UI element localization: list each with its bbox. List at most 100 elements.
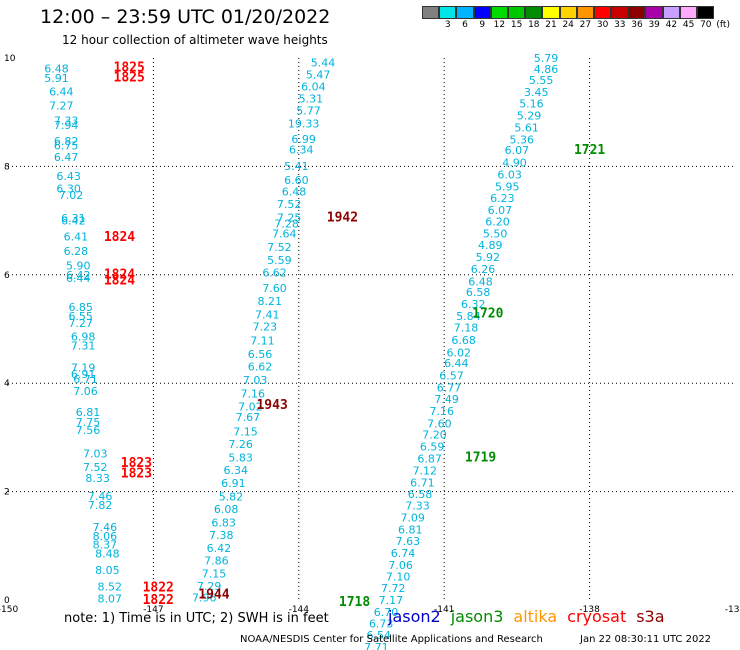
y-tick-label: 4 bbox=[4, 379, 10, 389]
x-tick-label: -138 bbox=[579, 605, 600, 615]
wave-height-value: 5.44 bbox=[311, 56, 336, 69]
wave-height-value: 7.16 bbox=[430, 405, 455, 418]
wave-height-value: 7.10 bbox=[386, 571, 411, 584]
wave-height-value: 8.06 bbox=[93, 530, 118, 543]
wave-height-value: 6.91 bbox=[221, 477, 246, 490]
wave-height-value: 6.54 bbox=[367, 629, 392, 642]
wave-height-value: 7.02 bbox=[238, 401, 263, 414]
wave-height-value: 5.92 bbox=[476, 251, 501, 264]
wave-height-value: 6.31 bbox=[61, 212, 86, 225]
wave-height-value: 6.26 bbox=[471, 263, 496, 276]
wave-height-value: 5.50 bbox=[483, 228, 508, 241]
wave-height-value: 6.70 bbox=[374, 606, 399, 619]
wave-height-value: 5.95 bbox=[495, 180, 520, 193]
pass-time-label: 1824 bbox=[104, 230, 135, 245]
wave-height-value: 6.08 bbox=[214, 503, 239, 516]
wave-height-value: 6.42 bbox=[61, 215, 86, 228]
legend-swatch bbox=[593, 6, 612, 19]
legend-swatch bbox=[490, 6, 508, 19]
wave-height-value: 7.94 bbox=[54, 119, 79, 132]
wave-height-value: 6.57 bbox=[439, 370, 464, 383]
wave-height-value: 5.61 bbox=[514, 121, 539, 134]
wave-height-value: 7.23 bbox=[253, 320, 278, 333]
wave-height-value: 7.06 bbox=[388, 559, 413, 572]
wave-height-value: 6.04 bbox=[301, 81, 326, 94]
wave-height-value: 7.60 bbox=[262, 282, 287, 295]
legend-swatch bbox=[628, 6, 646, 19]
wave-height-value: 6.48 bbox=[468, 275, 493, 288]
wave-height-value: 7.72 bbox=[381, 582, 406, 595]
wave-height-value: 7.64 bbox=[272, 228, 297, 241]
wave-height-value: 5.79 bbox=[534, 52, 559, 65]
generated-timestamp: Jan 22 08:30:11 UTC 2022 bbox=[580, 634, 712, 645]
wave-height-value: 6.48 bbox=[44, 62, 69, 75]
wave-height-value: 8.21 bbox=[257, 295, 282, 308]
wave-height-value: 7.82 bbox=[88, 499, 113, 512]
wave-height-value: 4.86 bbox=[534, 63, 559, 76]
wave-height-value: 6.98 bbox=[71, 331, 96, 344]
wave-height-value: 7.56 bbox=[76, 424, 101, 437]
wave-height-value: 8.52 bbox=[98, 580, 123, 593]
legend-label: 42 bbox=[665, 20, 678, 30]
y-tick-label: 0 bbox=[4, 596, 10, 606]
legend-swatch bbox=[422, 6, 440, 19]
wave-height-value: 7.27 bbox=[68, 317, 93, 330]
wave-height-value: 6.23 bbox=[490, 192, 515, 205]
legend-swatch bbox=[559, 6, 577, 19]
legend-swatch bbox=[645, 6, 663, 19]
wave-height-value: 6.41 bbox=[64, 230, 89, 243]
wave-height-value: 6.62 bbox=[248, 360, 273, 373]
legend-swatch bbox=[456, 6, 474, 19]
wave-height-value: 7.02 bbox=[59, 189, 84, 202]
page-subtitle: 12 hour collection of altimeter wave hei… bbox=[62, 33, 328, 47]
wave-height-value: 5.59 bbox=[267, 254, 292, 267]
wave-height-value: 5.36 bbox=[509, 133, 534, 146]
wave-height-value: 7.63 bbox=[396, 535, 421, 548]
wave-height-value: 6.74 bbox=[391, 547, 416, 560]
legend-label: 30 bbox=[596, 20, 609, 30]
pass-time-label: 1721 bbox=[574, 143, 605, 158]
wave-height-value: 7.46 bbox=[93, 521, 118, 534]
legend-label: 45 bbox=[682, 20, 695, 30]
legend-swatches bbox=[422, 6, 715, 19]
wave-height-value: 6.75 bbox=[54, 139, 79, 152]
legend-label: 39 bbox=[648, 20, 660, 30]
wave-height-value: 6.59 bbox=[420, 441, 445, 454]
wave-height-value: 4.90 bbox=[502, 157, 527, 170]
legend-swatch bbox=[542, 6, 560, 19]
wave-height-value: 6.60 bbox=[284, 174, 309, 187]
wave-height-value: 5.16 bbox=[519, 98, 544, 111]
y-tick-label: 6 bbox=[4, 271, 10, 281]
y-tick-label: 10 bbox=[4, 54, 16, 64]
wave-height-value: 7.15 bbox=[202, 567, 227, 580]
satellite-legend: jason2 jason3 altika cryosat s3a bbox=[388, 607, 675, 626]
pass-time-label: 1943 bbox=[256, 398, 287, 413]
wave-height-value: 7.26 bbox=[228, 438, 253, 451]
wave-height-value: 6.82 bbox=[54, 135, 79, 148]
legend-swatch bbox=[679, 6, 697, 19]
wave-height-value: 4.89 bbox=[478, 239, 503, 252]
x-tick-label: -135 bbox=[725, 605, 740, 615]
wave-height-value: 7.60 bbox=[427, 417, 452, 430]
pass-time-label: 1718 bbox=[339, 595, 370, 610]
pass-time-label: 1822 bbox=[143, 593, 174, 608]
y-tick-label: 2 bbox=[4, 488, 10, 498]
wave-height-value: 6.07 bbox=[505, 144, 530, 157]
wave-height-value: 5.77 bbox=[296, 105, 321, 118]
wave-height-value: 6.62 bbox=[262, 267, 287, 280]
wave-height-value: 6.81 bbox=[398, 524, 423, 537]
wave-height-value: 6.73 bbox=[369, 617, 394, 630]
wave-height-value: 8.07 bbox=[98, 592, 123, 605]
wave-height-value: 7.31 bbox=[71, 339, 96, 352]
wave-height-value: 7.67 bbox=[236, 411, 261, 424]
wave-height-value: 7.28 bbox=[274, 217, 299, 230]
wave-height-value: 6.28 bbox=[64, 245, 89, 258]
legend-label: 24 bbox=[562, 20, 574, 30]
wave-height-value: 6.56 bbox=[248, 348, 273, 361]
wave-height-value: 7.20 bbox=[422, 429, 447, 442]
wave-height-value: 7.19 bbox=[71, 361, 96, 374]
wave-height-value: 6.91 bbox=[71, 368, 96, 381]
wave-height-value: 6.20 bbox=[485, 216, 510, 229]
wave-height-value: 6.42 bbox=[66, 269, 91, 282]
wave-height-value: 7.96 bbox=[192, 591, 217, 604]
